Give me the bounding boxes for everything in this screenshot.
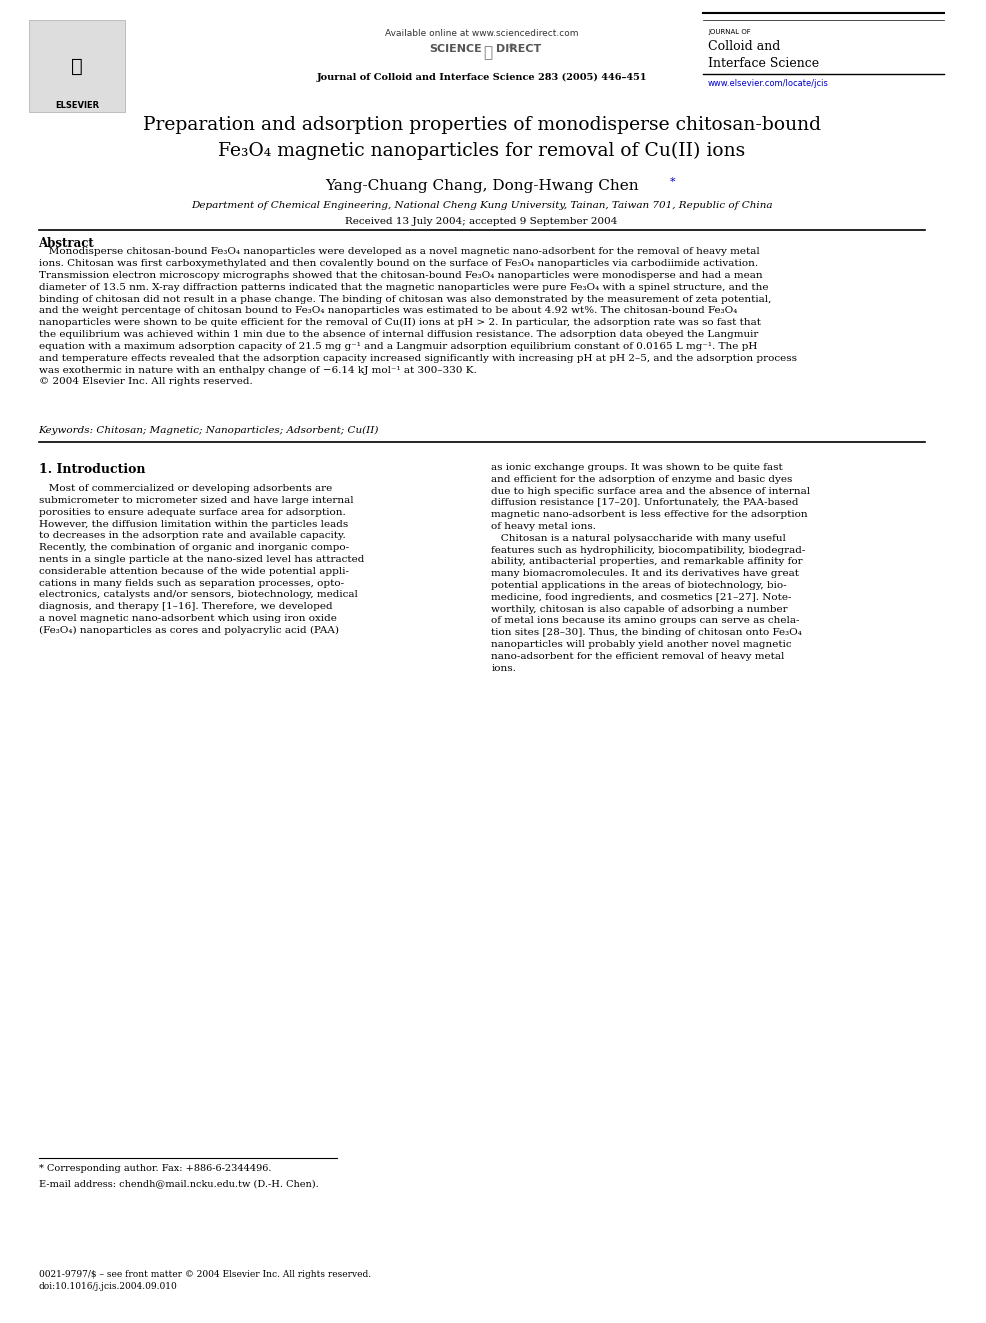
Text: Monodisperse chitosan-bound Fe₃O₄ nanoparticles were developed as a novel magnet: Monodisperse chitosan-bound Fe₃O₄ nanopa… [38, 247, 796, 386]
Text: 0021-9797/$ – see front matter © 2004 Elsevier Inc. All rights reserved.
doi:10.: 0021-9797/$ – see front matter © 2004 El… [38, 1270, 371, 1291]
Text: E-mail address: chendh@mail.ncku.edu.tw (D.-H. Chen).: E-mail address: chendh@mail.ncku.edu.tw … [38, 1179, 317, 1188]
Text: Journal of Colloid and Interface Science 283 (2005) 446–451: Journal of Colloid and Interface Science… [317, 73, 646, 82]
Text: 1. Introduction: 1. Introduction [38, 463, 145, 476]
Text: JOURNAL OF: JOURNAL OF [707, 29, 750, 36]
Text: Keywords: Chitosan; Magnetic; Nanoparticles; Adsorbent; Cu(II): Keywords: Chitosan; Magnetic; Nanopartic… [38, 426, 379, 435]
Text: www.elsevier.com/locate/jcis: www.elsevier.com/locate/jcis [707, 79, 828, 89]
Text: as ionic exchange groups. It was shown to be quite fast
and efficient for the ad: as ionic exchange groups. It was shown t… [491, 463, 810, 672]
FancyBboxPatch shape [29, 20, 125, 112]
Text: Fe₃O₄ magnetic nanoparticles for removal of Cu(II) ions: Fe₃O₄ magnetic nanoparticles for removal… [218, 142, 744, 160]
Text: Yang-Chuang Chang, Dong-Hwang Chen: Yang-Chuang Chang, Dong-Hwang Chen [324, 179, 638, 193]
Text: Available online at www.sciencedirect.com: Available online at www.sciencedirect.co… [385, 29, 578, 38]
Text: Received 13 July 2004; accepted 9 September 2004: Received 13 July 2004; accepted 9 Septem… [345, 217, 617, 226]
Text: SCIENCE: SCIENCE [429, 44, 481, 54]
Text: ⓐ: ⓐ [482, 45, 491, 60]
Text: ELSEVIER: ELSEVIER [55, 102, 99, 110]
Text: Department of Chemical Engineering, National Cheng Kung University, Tainan, Taiw: Department of Chemical Engineering, Nati… [190, 201, 772, 210]
Text: Preparation and adsorption properties of monodisperse chitosan-bound: Preparation and adsorption properties of… [143, 116, 819, 135]
Text: Abstract: Abstract [38, 237, 95, 250]
Text: ®: ® [507, 44, 515, 50]
Text: Most of commercialized or developing adsorbents are
submicrometer to micrometer : Most of commercialized or developing ads… [38, 484, 364, 635]
Text: * Corresponding author. Fax: +886-6-2344496.: * Corresponding author. Fax: +886-6-2344… [38, 1164, 271, 1174]
Text: Interface Science: Interface Science [707, 57, 818, 70]
Text: Colloid and: Colloid and [707, 40, 780, 53]
Text: 🌳: 🌳 [71, 57, 83, 75]
Text: *: * [669, 177, 674, 188]
Text: DIRECT: DIRECT [496, 44, 540, 54]
